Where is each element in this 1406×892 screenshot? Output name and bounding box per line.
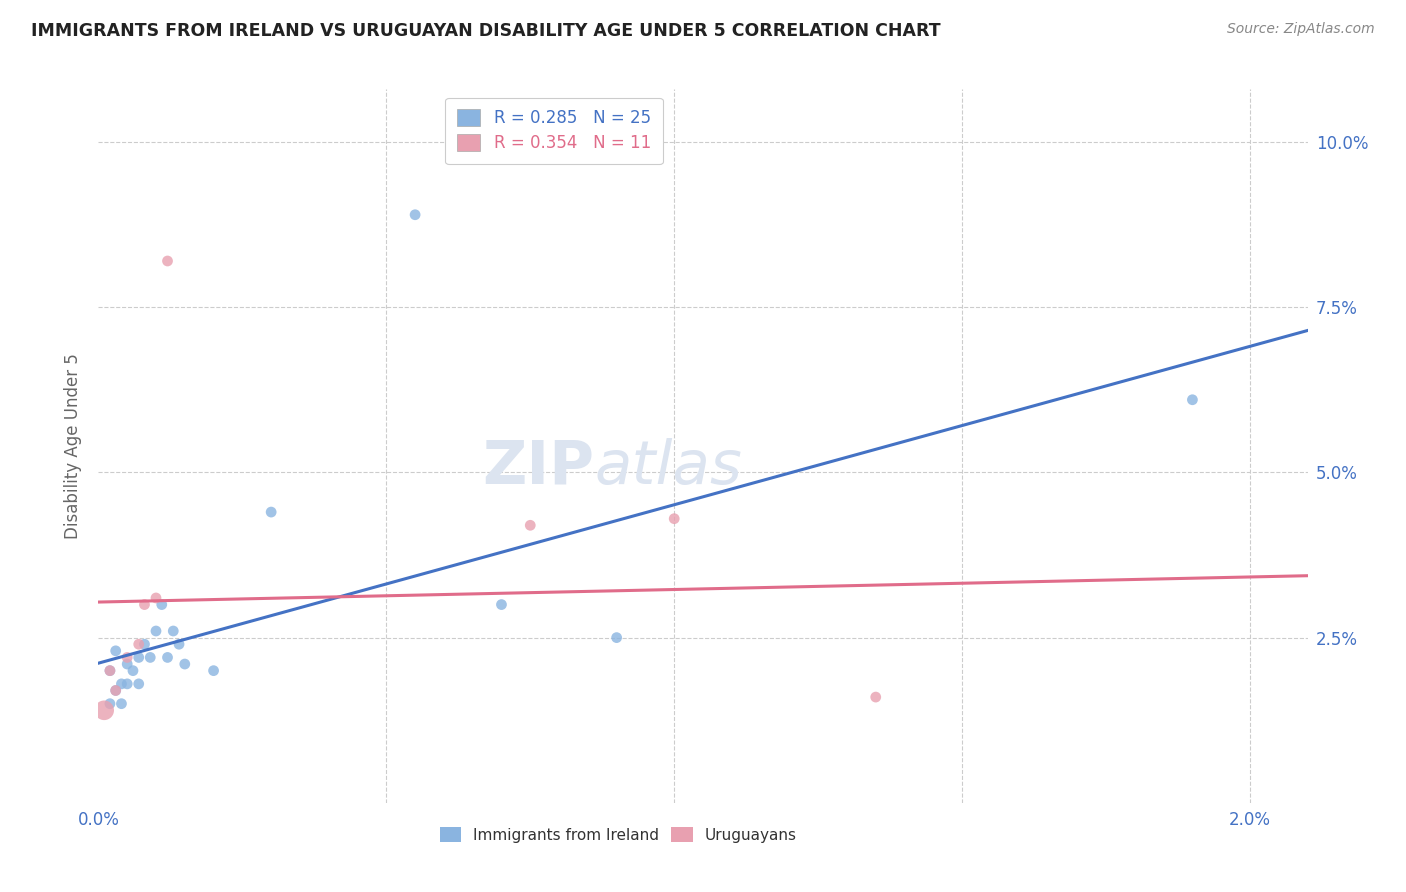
Point	[128, 637, 150, 651]
Point	[115, 657, 138, 671]
Point	[139, 650, 162, 665]
Point	[134, 598, 156, 612]
Point	[93, 703, 115, 717]
Point	[865, 690, 887, 704]
Point	[1181, 392, 1204, 407]
Point	[128, 650, 150, 665]
Point	[156, 254, 179, 268]
Point	[664, 511, 686, 525]
Text: atlas: atlas	[595, 438, 742, 497]
Point	[110, 677, 132, 691]
Point	[156, 650, 179, 665]
Point	[150, 598, 173, 612]
Text: ZIP: ZIP	[482, 438, 595, 497]
Point	[162, 624, 184, 638]
Point	[145, 624, 167, 638]
Point	[260, 505, 283, 519]
Point	[98, 697, 121, 711]
Point	[606, 631, 628, 645]
Y-axis label: Disability Age Under 5: Disability Age Under 5	[63, 353, 82, 539]
Point	[519, 518, 541, 533]
Point	[491, 598, 513, 612]
Point	[104, 644, 127, 658]
Point	[122, 664, 145, 678]
Point	[173, 657, 195, 671]
Point	[145, 591, 167, 605]
Point	[115, 677, 138, 691]
Point	[134, 637, 156, 651]
Point	[202, 664, 225, 678]
Point	[104, 683, 127, 698]
Legend: Immigrants from Ireland, Uruguayans: Immigrants from Ireland, Uruguayans	[433, 821, 803, 848]
Point	[98, 664, 121, 678]
Text: IMMIGRANTS FROM IRELAND VS URUGUAYAN DISABILITY AGE UNDER 5 CORRELATION CHART: IMMIGRANTS FROM IRELAND VS URUGUAYAN DIS…	[31, 22, 941, 40]
Point	[98, 664, 121, 678]
Point	[128, 677, 150, 691]
Text: Source: ZipAtlas.com: Source: ZipAtlas.com	[1227, 22, 1375, 37]
Point	[110, 697, 132, 711]
Point	[167, 637, 190, 651]
Point	[104, 683, 127, 698]
Point	[115, 650, 138, 665]
Point	[404, 208, 426, 222]
